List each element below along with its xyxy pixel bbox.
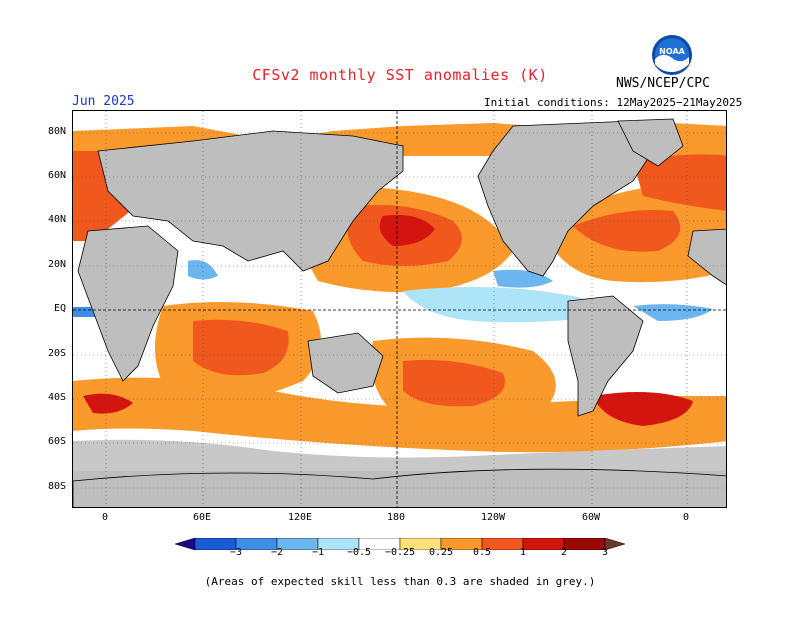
colorbar-level-label: −3 <box>229 547 243 558</box>
colorbar-level-label: 1 <box>519 547 527 558</box>
forecast-period: Jun 2025 <box>72 94 135 109</box>
lon-label-0: 0 <box>101 512 109 523</box>
lon-label-120e: 120E <box>287 512 313 523</box>
noaa-logo-text: NOAA <box>659 47 685 56</box>
agency-label: NWS/NCEP/CPC <box>616 76 710 91</box>
lat-label-40s: 40S <box>47 392 66 403</box>
colorbar-max-triangle <box>604 537 626 551</box>
land-eurasia <box>97 130 404 272</box>
lon-label-120w: 120W <box>480 512 506 523</box>
lon-label-60w: 60W <box>581 512 601 523</box>
land-africa <box>77 225 179 382</box>
lon-label-60e: 60E <box>192 512 212 523</box>
sst-anomaly-map <box>72 110 727 508</box>
lon-label-180: 180 <box>386 512 406 523</box>
lat-label-60n: 60N <box>47 170 66 181</box>
lat-label-80n: 80N <box>47 126 66 137</box>
land-australia <box>307 332 384 394</box>
lon-label-0-right: 0 <box>682 512 690 523</box>
initial-conditions: Initial conditions: 12May2025−21May2025 <box>484 96 743 109</box>
lat-label-eq: EQ <box>53 303 66 314</box>
colorbar-level-label: 3 <box>601 547 609 558</box>
chart-title: CFSv2 monthly SST anomalies (K) <box>252 66 548 84</box>
colorbar-level-label: 0.5 <box>472 547 492 558</box>
skill-footnote: (Areas of expected skill less than 0.3 a… <box>204 575 596 588</box>
colorbar-level-label: −0.5 <box>346 547 372 558</box>
land-masses <box>73 118 726 507</box>
colorbar-level-label: 2 <box>560 547 568 558</box>
noaa-logo: NOAA <box>651 34 693 76</box>
colorbar-level-label: 0.25 <box>428 547 454 558</box>
lat-label-20n: 20N <box>47 259 66 270</box>
colorbar <box>174 535 626 551</box>
colorbar-level-label: −0.25 <box>384 547 416 558</box>
lat-label-40n: 40N <box>47 214 66 225</box>
land-africa-west <box>687 228 726 286</box>
colorbar-level-label: −1 <box>311 547 325 558</box>
lat-label-80s: 80S <box>47 481 66 492</box>
equator-dateline <box>73 111 726 507</box>
land-antarctica <box>73 468 726 507</box>
land-greenland <box>617 118 684 167</box>
colorbar-level-label: −2 <box>270 547 284 558</box>
lat-label-20s: 20S <box>47 348 66 359</box>
colorbar-min-triangle <box>174 537 196 551</box>
land-south-america <box>567 295 644 417</box>
lat-label-60s: 60S <box>47 436 66 447</box>
